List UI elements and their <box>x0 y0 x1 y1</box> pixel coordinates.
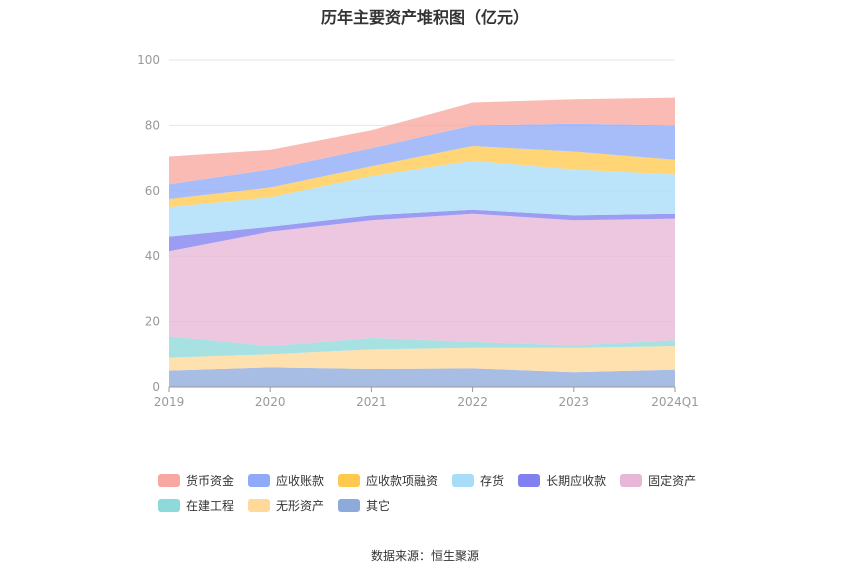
area-series <box>169 97 675 387</box>
legend-item[interactable]: 固定资产 <box>620 472 696 489</box>
area-series-5 <box>169 160 675 237</box>
stacked-area-chart: 0 20 40 60 80 100 2019 2020 2021 2022 2023 2024Q1 <box>137 53 699 409</box>
legend-item[interactable]: 应收款项融资 <box>338 472 438 489</box>
legend-label: 应收款项融资 <box>366 474 439 488</box>
x-tick-label: 2024Q1 <box>651 395 699 409</box>
legend-swatch <box>158 474 180 487</box>
area-series-6 <box>169 146 675 208</box>
y-tick-label: 0 <box>152 380 160 394</box>
y-tick-label: 40 <box>145 249 160 263</box>
y-tick-label: 80 <box>145 118 160 132</box>
legend-swatch <box>338 474 361 487</box>
legend-swatch <box>338 499 361 512</box>
area-series-7 <box>169 123 675 199</box>
x-tick-label: 2020 <box>255 395 286 409</box>
area-series-3 <box>169 213 675 347</box>
y-tick-label: 60 <box>145 184 160 198</box>
legend-swatch <box>248 474 271 487</box>
x-tick-label: 2021 <box>356 395 387 409</box>
area-series-8 <box>169 97 675 185</box>
legend-item[interactable]: 其它 <box>338 497 390 514</box>
legend-label: 其它 <box>366 499 391 513</box>
legend-item[interactable]: 应收账款 <box>248 472 324 489</box>
legend-item[interactable]: 货币资金 <box>158 472 234 489</box>
x-tick-label: 2022 <box>457 395 488 409</box>
legend-label: 在建工程 <box>186 499 235 513</box>
data-source: 数据来源：恒生聚源 <box>370 549 479 563</box>
legend-swatch <box>452 474 475 487</box>
legend-label: 固定资产 <box>648 474 697 488</box>
x-tick-label: 2023 <box>559 395 590 409</box>
legend-item[interactable]: 无形资产 <box>248 497 324 514</box>
y-axis-ticks: 0 20 40 60 80 100 <box>137 53 160 394</box>
legend-item[interactable]: 在建工程 <box>158 497 234 514</box>
legend-label: 应收账款 <box>276 474 325 488</box>
legend-swatch <box>620 474 643 487</box>
area-series-1 <box>169 346 675 373</box>
legend-label: 无形资产 <box>276 499 325 513</box>
legend-swatch <box>518 474 541 487</box>
legend-label: 存货 <box>480 474 505 488</box>
y-tick-label: 100 <box>137 53 160 67</box>
legend-swatch <box>158 499 180 512</box>
chart-title: 历年主要资产堆积图（亿元） <box>320 8 529 27</box>
legend-item[interactable]: 存货 <box>452 472 504 489</box>
legend: 货币资金 应收账款 应收款项融资 存货 长期应收款 固定资产在建工程 无形资产 其它 <box>158 472 718 514</box>
area-series-4 <box>169 209 675 252</box>
area-series-0 <box>169 367 675 387</box>
legend-swatch <box>248 499 271 512</box>
y-tick-label: 20 <box>145 315 160 329</box>
area-series-2 <box>169 336 675 358</box>
x-tick-label: 2019 <box>154 395 185 409</box>
legend-item[interactable]: 长期应收款 <box>518 472 606 489</box>
legend-label: 货币资金 <box>186 474 235 488</box>
legend-label: 长期应收款 <box>546 474 607 488</box>
x-axis-ticks: 2019 2020 2021 2022 2023 2024Q1 <box>154 387 699 409</box>
